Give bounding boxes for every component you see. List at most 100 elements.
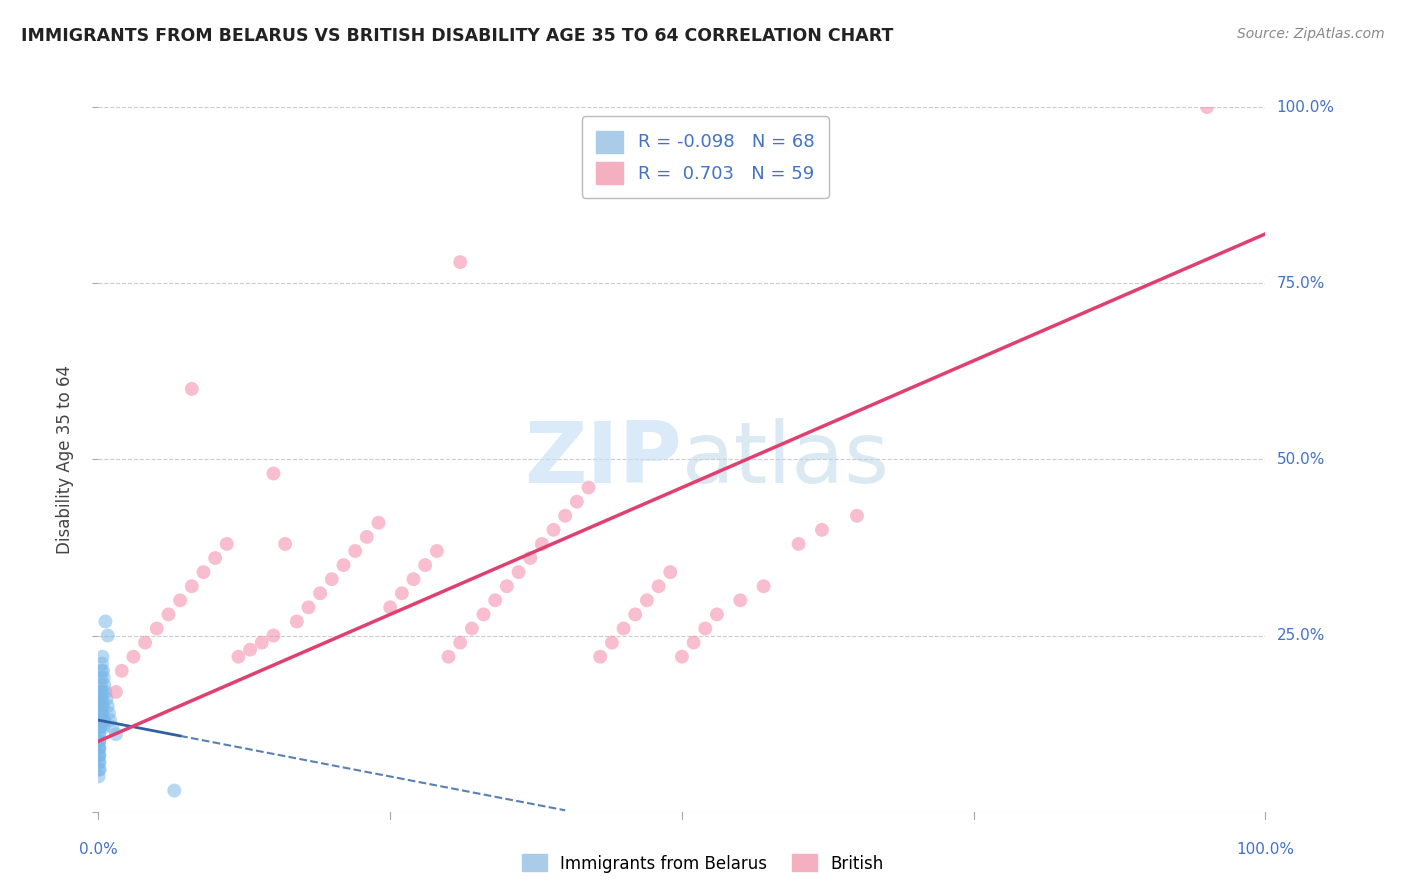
Point: [215, 537, 238, 551]
Point: [659, 565, 682, 579]
Point: [90, 706, 112, 720]
Point: [274, 537, 297, 551]
Point: [1197, 100, 1219, 114]
Point: [90, 692, 112, 706]
Point: [262, 467, 284, 481]
Point: [180, 579, 202, 593]
Text: IMMIGRANTS FROM BELARUS VS BRITISH DISABILITY AGE 35 TO 64 CORRELATION CHART: IMMIGRANTS FROM BELARUS VS BRITISH DISAB…: [21, 27, 893, 45]
Point: [87, 727, 110, 741]
Point: [91, 699, 114, 714]
Text: 50.0%: 50.0%: [1277, 452, 1324, 467]
Point: [90, 657, 112, 671]
Legend: R = -0.098   N = 68, R =  0.703   N = 59: R = -0.098 N = 68, R = 0.703 N = 59: [582, 116, 828, 198]
Point: [89, 699, 111, 714]
Point: [87, 713, 110, 727]
Point: [87, 713, 110, 727]
Point: [846, 508, 869, 523]
Legend: Immigrants from Belarus, British: Immigrants from Belarus, British: [516, 847, 890, 880]
Point: [87, 748, 110, 763]
Point: [461, 622, 484, 636]
Text: 100.0%: 100.0%: [1277, 100, 1334, 114]
Point: [157, 607, 180, 622]
Point: [449, 255, 471, 269]
Point: [94, 685, 117, 699]
Point: [93, 678, 115, 692]
Point: [89, 748, 111, 763]
Point: [87, 734, 110, 748]
Point: [93, 671, 115, 685]
Point: [89, 706, 111, 720]
Point: [297, 600, 319, 615]
Point: [89, 692, 111, 706]
Point: [89, 727, 111, 741]
Point: [730, 593, 752, 607]
Point: [193, 565, 215, 579]
Point: [111, 664, 134, 678]
Point: [356, 530, 378, 544]
Text: 75.0%: 75.0%: [1277, 276, 1324, 291]
Point: [89, 720, 111, 734]
Point: [647, 579, 669, 593]
Point: [91, 706, 114, 720]
Point: [321, 572, 343, 586]
Point: [413, 558, 436, 573]
Point: [90, 699, 112, 714]
Point: [682, 635, 704, 649]
Point: [624, 607, 647, 622]
Point: [89, 706, 111, 720]
Point: [554, 508, 576, 523]
Point: [89, 713, 111, 727]
Point: [706, 607, 728, 622]
Point: [91, 713, 114, 727]
Point: [87, 720, 110, 734]
Point: [437, 649, 460, 664]
Point: [309, 586, 332, 600]
Point: [89, 692, 111, 706]
Point: [87, 734, 110, 748]
Point: [89, 713, 111, 727]
Point: [89, 741, 111, 756]
Point: [104, 685, 127, 699]
Point: [146, 622, 169, 636]
Point: [344, 544, 367, 558]
Point: [91, 720, 114, 734]
Point: [449, 635, 471, 649]
Point: [811, 523, 834, 537]
Point: [671, 649, 693, 664]
Point: [91, 664, 114, 678]
Point: [89, 734, 111, 748]
Point: [89, 763, 111, 777]
Point: [565, 494, 588, 508]
Point: [402, 572, 425, 586]
Point: [90, 699, 112, 714]
Point: [91, 685, 114, 699]
Point: [87, 748, 110, 763]
Point: [90, 706, 112, 720]
Point: [87, 763, 110, 777]
Point: [332, 558, 354, 573]
Text: atlas: atlas: [682, 417, 890, 501]
Point: [96, 692, 118, 706]
Point: [519, 551, 541, 566]
Point: [787, 537, 810, 551]
Point: [543, 523, 565, 537]
Point: [104, 727, 127, 741]
Point: [530, 537, 553, 551]
Y-axis label: Disability Age 35 to 64: Disability Age 35 to 64: [56, 365, 75, 554]
Point: [89, 713, 111, 727]
Point: [636, 593, 658, 607]
Text: 0.0%: 0.0%: [79, 842, 118, 857]
Point: [250, 635, 273, 649]
Point: [89, 699, 111, 714]
Point: [262, 628, 284, 642]
Point: [239, 642, 262, 657]
Point: [90, 664, 112, 678]
Point: [169, 593, 191, 607]
Point: [508, 565, 530, 579]
Point: [204, 551, 226, 566]
Point: [600, 635, 623, 649]
Text: ZIP: ZIP: [524, 417, 682, 501]
Point: [180, 382, 202, 396]
Point: [93, 713, 115, 727]
Point: [89, 756, 111, 770]
